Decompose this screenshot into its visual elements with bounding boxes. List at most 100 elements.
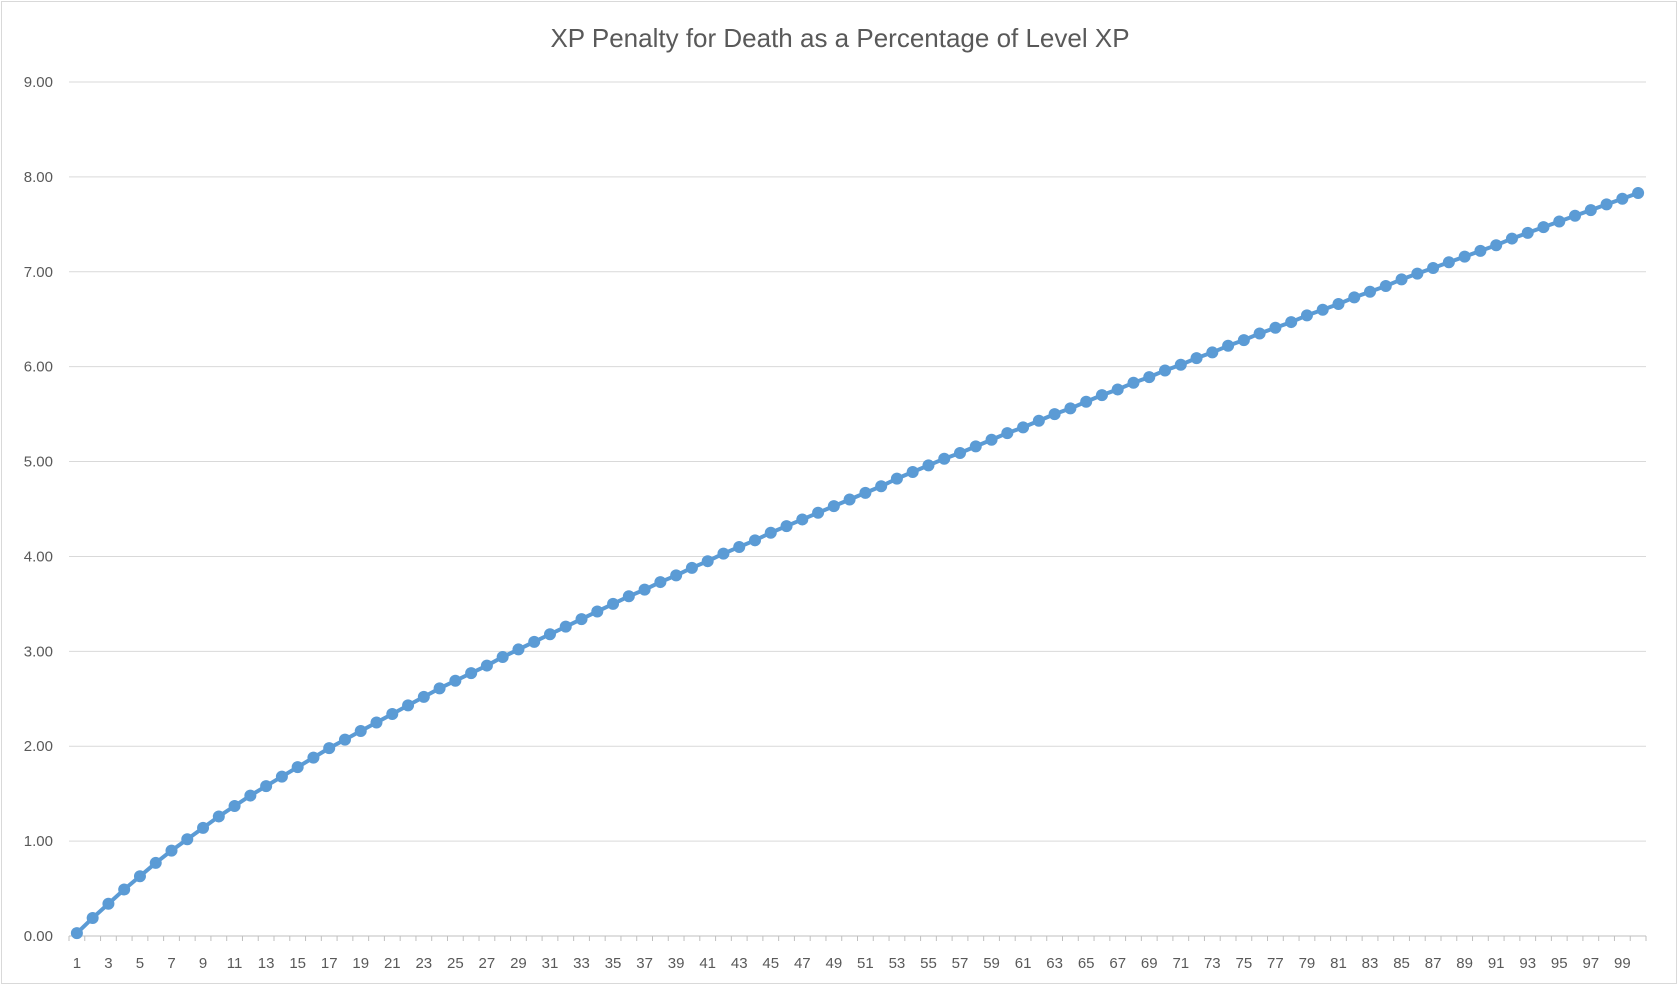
data-point bbox=[875, 480, 888, 493]
data-point bbox=[528, 635, 541, 648]
data-point bbox=[1600, 198, 1613, 211]
data-point bbox=[1505, 232, 1518, 245]
data-point bbox=[622, 590, 635, 603]
data-point bbox=[1001, 427, 1014, 440]
data-point bbox=[449, 674, 462, 687]
data-point bbox=[591, 605, 604, 618]
x-tick-label: 99 bbox=[1614, 955, 1631, 972]
y-tick-label: 8.00 bbox=[24, 169, 53, 186]
x-tick-label: 45 bbox=[762, 955, 779, 972]
data-point bbox=[764, 526, 777, 539]
y-tick-label: 0.00 bbox=[24, 928, 53, 945]
data-point bbox=[1080, 395, 1093, 408]
x-tick-label: 77 bbox=[1267, 955, 1284, 972]
data-point bbox=[575, 613, 588, 626]
x-tick-label: 59 bbox=[983, 955, 1000, 972]
x-tick-label: 57 bbox=[952, 955, 969, 972]
data-point bbox=[638, 583, 651, 596]
data-point bbox=[654, 576, 667, 589]
data-point bbox=[938, 452, 951, 465]
data-point bbox=[1206, 346, 1219, 359]
chart-title: XP Penalty for Death as a Percentage of … bbox=[550, 23, 1129, 53]
data-point bbox=[307, 751, 320, 764]
data-point bbox=[1127, 376, 1140, 389]
x-axis-tick-labels: 1 3 5 7 9 11 13 15 17 19 21 23 25 27 29 31 33 35 37 39 41 43 4… bbox=[73, 955, 1631, 972]
data-point bbox=[1537, 221, 1550, 234]
data-point bbox=[812, 506, 825, 519]
data-point bbox=[102, 897, 115, 910]
x-tick-label: 3 bbox=[104, 955, 112, 972]
x-tick-label: 73 bbox=[1204, 955, 1221, 972]
data-point bbox=[386, 707, 399, 720]
y-tick-label: 2.00 bbox=[24, 738, 53, 755]
x-tick-label: 65 bbox=[1078, 955, 1095, 972]
data-point bbox=[1474, 244, 1487, 257]
x-tick-label: 69 bbox=[1141, 955, 1158, 972]
data-point bbox=[748, 534, 761, 547]
x-tick-label: 29 bbox=[510, 955, 527, 972]
data-point bbox=[906, 465, 919, 478]
data-point bbox=[1521, 226, 1534, 239]
x-tick-label: 17 bbox=[321, 955, 338, 972]
data-point bbox=[275, 770, 288, 783]
data-point bbox=[1395, 273, 1408, 286]
data-point bbox=[1584, 204, 1597, 217]
x-tick-label: 71 bbox=[1172, 955, 1189, 972]
data-point bbox=[1442, 256, 1455, 269]
data-point bbox=[843, 493, 856, 506]
x-tick-label: 61 bbox=[1015, 955, 1032, 972]
x-tick-label: 7 bbox=[167, 955, 175, 972]
data-point bbox=[338, 733, 351, 746]
series-line bbox=[74, 191, 1641, 936]
y-tick-label: 9.00 bbox=[24, 74, 53, 91]
x-tick-label: 97 bbox=[1582, 955, 1599, 972]
x-tick-label: 47 bbox=[794, 955, 811, 972]
x-tick-label: 93 bbox=[1519, 955, 1536, 972]
data-point bbox=[543, 628, 556, 641]
x-tick-label: 15 bbox=[289, 955, 306, 972]
x-tick-label: 33 bbox=[573, 955, 590, 972]
data-point bbox=[1458, 250, 1471, 263]
x-tick-label: 31 bbox=[542, 955, 559, 972]
data-point bbox=[1364, 285, 1377, 298]
data-point bbox=[607, 597, 620, 610]
data-point bbox=[433, 682, 446, 695]
data-point bbox=[922, 459, 935, 472]
data-point bbox=[670, 569, 683, 582]
series-markers bbox=[70, 187, 1645, 940]
data-point bbox=[260, 780, 273, 793]
x-tick-label: 63 bbox=[1046, 955, 1063, 972]
data-point bbox=[1253, 327, 1266, 340]
data-point bbox=[323, 742, 336, 755]
data-point bbox=[118, 883, 131, 896]
data-point bbox=[954, 447, 967, 460]
y-tick-label: 7.00 bbox=[24, 264, 53, 281]
y-tick-label: 4.00 bbox=[24, 548, 53, 565]
x-tick-label: 21 bbox=[384, 955, 401, 972]
data-point bbox=[1616, 192, 1629, 205]
data-point bbox=[149, 856, 162, 869]
data-point bbox=[1048, 408, 1061, 421]
data-point bbox=[1379, 280, 1392, 293]
data-point bbox=[181, 833, 194, 846]
gridlines bbox=[68, 81, 1647, 941]
x-tick-label: 85 bbox=[1393, 955, 1410, 972]
x-tick-label: 43 bbox=[731, 955, 748, 972]
data-point bbox=[370, 716, 383, 729]
x-tick-label: 9 bbox=[199, 955, 207, 972]
data-point bbox=[1300, 309, 1313, 322]
data-point bbox=[969, 440, 982, 453]
x-tick-label: 75 bbox=[1236, 955, 1253, 972]
y-tick-label: 1.00 bbox=[24, 833, 53, 850]
x-tick-label: 37 bbox=[636, 955, 653, 972]
data-point bbox=[1111, 383, 1124, 396]
x-tick-label: 1 bbox=[73, 955, 81, 972]
data-point bbox=[1490, 239, 1503, 252]
data-point bbox=[1222, 339, 1235, 352]
data-point bbox=[701, 555, 714, 568]
y-tick-label: 3.00 bbox=[24, 643, 53, 660]
data-point bbox=[890, 472, 903, 485]
data-point bbox=[1174, 358, 1187, 371]
data-point bbox=[1348, 291, 1361, 304]
